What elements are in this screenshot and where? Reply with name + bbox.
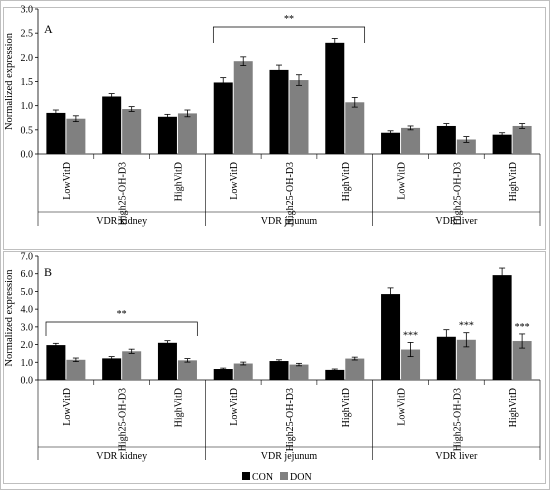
panel-a: A 0.0 0.5 1.0 1.5 2.0 2.5 3.0 Normalized express… [3, 5, 546, 250]
bar-don [401, 127, 421, 154]
bar-con [269, 361, 289, 380]
bar-con [213, 369, 233, 380]
legend: CON DON [242, 472, 312, 483]
bar-don [66, 359, 86, 380]
bar-don [289, 364, 309, 380]
bar-don [122, 109, 142, 154]
legend-label-don: DON [290, 472, 312, 483]
category-label: LowVitD [397, 388, 408, 426]
bar-con [381, 294, 401, 380]
category-label: LowVitD [229, 388, 240, 426]
bar-con [436, 125, 456, 154]
panel-b: B 0.0 1.0 2.0 3.0 4.0 5.0 6.0 7.0 Normalized expr… [3, 251, 546, 484]
group-label: VDR jejunum [261, 216, 318, 227]
bar-don [177, 360, 197, 380]
y-tick-label: 2.0 [21, 340, 34, 351]
bar-don [66, 118, 86, 154]
category-label: HighVitD [173, 388, 184, 427]
bar-con [102, 358, 122, 380]
bar-con [157, 342, 177, 380]
y-tick-label: 2.0 [21, 53, 34, 64]
y-tick-label: 7.0 [21, 252, 34, 263]
category-label: LowVitD [62, 162, 73, 200]
y-axis-title: Normalized expression [4, 32, 15, 130]
category-label: HighVitD [173, 162, 184, 201]
group-label: VDR kidney [96, 451, 147, 462]
bar-don [345, 358, 365, 380]
panel-label: A [44, 22, 53, 36]
bar-con [325, 42, 345, 155]
bar-don [233, 363, 253, 380]
bar-don [122, 351, 142, 380]
category-label: High25-OH-D3 [118, 388, 129, 451]
y-tick-label: 0.0 [21, 376, 34, 387]
y-tick-label: 0.5 [21, 125, 34, 136]
bar-don [456, 339, 476, 380]
significance-bracket [45, 321, 198, 336]
significance-marker: *** [515, 322, 530, 333]
panel-frame [3, 7, 546, 250]
y-tick-label: 3.0 [21, 5, 34, 16]
category-label: HighVitD [508, 388, 519, 427]
category-label: LowVitD [229, 162, 240, 200]
bracket-label: ** [117, 309, 127, 320]
significance-marker: *** [459, 321, 474, 332]
y-tick-label: 4.0 [21, 305, 34, 316]
y-tick-label: 1.0 [21, 101, 34, 112]
bar-con [492, 134, 512, 154]
bar-con [213, 82, 233, 154]
panel-frame [3, 251, 546, 484]
bar-con [269, 69, 289, 154]
bar-don [401, 349, 421, 380]
category-label: HighVitD [341, 388, 352, 427]
bar-con [102, 96, 122, 154]
bar-don [456, 139, 476, 154]
group-label: VDR jejunum [261, 451, 318, 462]
category-label: High25-OH-D3 [118, 162, 129, 225]
bar-don [512, 125, 532, 154]
category-label: High25-OH-D3 [285, 388, 296, 451]
legend-swatch-don [280, 472, 288, 480]
category-label: High25-OH-D3 [285, 162, 296, 225]
y-axis-title: Normalized expression [4, 269, 15, 367]
bar-con [381, 132, 401, 154]
category-label: High25-OH-D3 [452, 388, 463, 451]
category-label: HighVitD [341, 162, 352, 201]
legend-swatch-con [242, 472, 250, 480]
bar-con [325, 369, 345, 380]
bar-con [492, 275, 512, 380]
y-tick-label: 1.5 [21, 77, 34, 88]
y-tick-label: 3.0 [21, 322, 34, 333]
bar-don [512, 341, 532, 380]
category-label: HighVitD [508, 162, 519, 201]
bar-con [46, 112, 66, 154]
group-label: VDR kidney [96, 216, 147, 227]
bracket-label: ** [284, 14, 294, 25]
y-tick-label: 1.0 [21, 358, 34, 369]
y-tick-label: 5.0 [21, 287, 34, 298]
panel-label: B [44, 265, 52, 279]
category-label: LowVitD [397, 162, 408, 200]
bar-don [233, 61, 253, 155]
bar-don [289, 80, 309, 154]
group-label: VDR liver [435, 451, 478, 462]
bar-con [46, 345, 66, 380]
bar-don [177, 113, 197, 154]
y-tick-label: 0.0 [21, 150, 34, 161]
y-tick-label: 2.5 [21, 29, 34, 40]
bar-don [345, 102, 365, 154]
significance-bracket [212, 26, 366, 43]
category-label: High25-OH-D3 [452, 162, 463, 225]
significance-marker: *** [403, 330, 418, 341]
legend-label-con: CON [252, 472, 273, 483]
bar-con [157, 116, 177, 154]
bar-con [436, 336, 456, 380]
y-tick-label: 6.0 [21, 269, 34, 280]
category-label: LowVitD [62, 388, 73, 426]
group-label: VDR liver [435, 216, 478, 227]
